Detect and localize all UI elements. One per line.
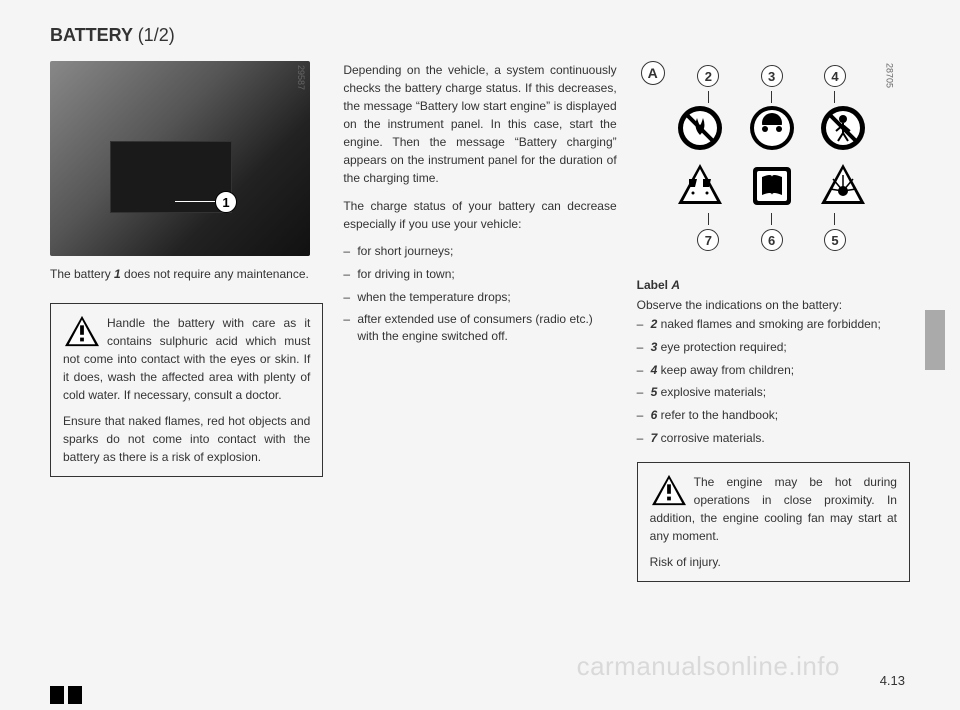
label-intro: Observe the indications on the battery: <box>637 296 910 314</box>
battery-photo: 29587 1 <box>50 61 310 256</box>
callout-1: 1 <box>215 191 237 213</box>
para-system-check: Depending on the vehicle, a system conti… <box>343 61 616 187</box>
list-item: for short journeys; <box>343 243 616 260</box>
list-item: 5 explosive materials; <box>637 384 910 401</box>
watermark: carmanualsonline.info <box>577 651 840 682</box>
no-flames-icon <box>675 103 725 153</box>
item-text: explosive materials; <box>657 385 766 399</box>
eye-protection-icon <box>747 103 797 153</box>
warning-acid-text-2: Ensure that naked flames, red hot object… <box>63 412 310 466</box>
photo-code: 29587 <box>296 65 306 90</box>
para-charge-status: The charge status of your battery can de… <box>343 197 616 233</box>
caption-num: 1 <box>114 267 121 281</box>
leader-line <box>834 91 835 103</box>
label-heading-letter: A <box>671 278 680 292</box>
content-columns: 29587 1 The battery 1 does not require a… <box>50 61 910 582</box>
leader-line <box>771 213 772 225</box>
battery-label-diagram: 28705 A 2 3 4 <box>637 61 897 261</box>
column-2: Depending on the vehicle, a system conti… <box>343 61 616 582</box>
num-3: 3 <box>761 65 783 87</box>
num-4: 4 <box>824 65 846 87</box>
leader-line <box>708 213 709 225</box>
item-text: eye protection required; <box>657 340 786 354</box>
list-item: when the temperature drops; <box>343 289 616 306</box>
photo-caption: The battery 1 does not require any maint… <box>50 266 323 283</box>
column-3: 28705 A 2 3 4 <box>637 61 910 582</box>
list-item: after extended use of consumers (radio e… <box>343 311 616 345</box>
column-1: 29587 1 The battery 1 does not require a… <box>50 61 323 582</box>
usage-list: for short journeys; for driving in town;… <box>343 243 616 345</box>
item-text: naked flames and smoking are forbidden; <box>657 317 880 331</box>
manual-page: BATTERY (1/2) 29587 1 The battery 1 does… <box>0 0 960 710</box>
warning-triangle-icon <box>650 473 688 507</box>
leader-line <box>771 91 772 103</box>
list-item: for driving in town; <box>343 266 616 283</box>
num-5: 5 <box>824 229 846 251</box>
explosive-icon <box>818 161 868 211</box>
list-item: 3 eye protection required; <box>637 339 910 356</box>
item-text: keep away from children; <box>657 363 794 377</box>
list-item: 6 refer to the handbook; <box>637 407 910 424</box>
list-item: 7 corrosive materials. <box>637 430 910 447</box>
label-list: 2 naked flames and smoking are forbidden… <box>637 316 910 447</box>
item-text: corrosive materials. <box>657 431 764 445</box>
warning-hot-text-2: Risk of injury. <box>650 553 897 571</box>
keep-from-children-icon <box>818 103 868 153</box>
list-item: 4 keep away from children; <box>637 362 910 379</box>
corrosive-icon <box>675 161 725 211</box>
leader-line <box>834 213 835 225</box>
page-marks <box>50 686 82 704</box>
warning-box-acid: Handle the battery with care as it conta… <box>50 303 323 477</box>
warning-box-engine-hot: The engine may be hot during operations … <box>637 462 910 582</box>
num-6: 6 <box>761 229 783 251</box>
callout-number-1: 1 <box>215 191 237 213</box>
caption-post: does not require any maintenance. <box>121 267 309 281</box>
warning-triangle-icon <box>63 314 101 348</box>
title-main: BATTERY <box>50 25 133 45</box>
caption-pre: The battery <box>50 267 114 281</box>
handbook-icon <box>747 161 797 211</box>
num-7: 7 <box>697 229 719 251</box>
item-text: refer to the handbook; <box>657 408 778 422</box>
leader-line <box>708 91 709 103</box>
label-heading-pre: Label <box>637 278 672 292</box>
num-2: 2 <box>697 65 719 87</box>
title-sub: (1/2) <box>138 25 175 45</box>
page-number: 4.13 <box>880 673 905 688</box>
label-heading: Label A <box>637 276 910 294</box>
list-item: 2 naked flames and smoking are forbidden… <box>637 316 910 333</box>
page-title: BATTERY (1/2) <box>50 25 910 46</box>
section-tab <box>925 310 945 370</box>
